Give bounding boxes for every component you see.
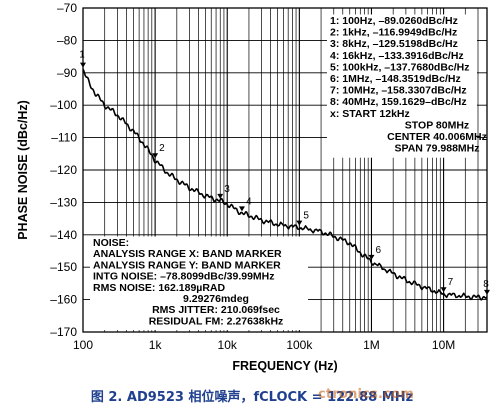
noise-layer-line: RESIDUAL FM: 2.27638kHz <box>149 315 284 327</box>
legend-layer-line: 5: 100kHz, –137.7680dBc/Hz <box>330 61 470 73</box>
y-tick-label: –160 <box>50 293 77 307</box>
x-axis-label: FREQUENCY (Hz) <box>232 359 337 373</box>
noise-layer-line: INTG NOISE: –78.8099dBc/39.99MHz <box>93 271 275 283</box>
marker-label-8: 8 <box>483 279 489 290</box>
y-tick-label: –70 <box>57 1 77 15</box>
marker-label-2: 2 <box>159 143 165 154</box>
noise-layer-line: ANALYSIS RANGE Y: BAND MARKER <box>93 259 281 271</box>
y-tick-label: –100 <box>50 98 77 112</box>
watermark: ctronics.com <box>318 387 414 402</box>
marker-label-7: 7 <box>448 277 454 288</box>
curve-layer <box>82 68 488 301</box>
y-tick-label: –130 <box>50 195 77 209</box>
tick-labels: 100 1k 10k 100k 1M 10M –70 –80 –90 –100 –110 –120 –1… <box>50 1 455 352</box>
x-tick-label: 100k <box>286 338 313 352</box>
x-tick-label: 10k <box>218 338 238 352</box>
marker-label-1: 1 <box>79 50 85 61</box>
x-tick-label: 1k <box>149 338 163 352</box>
x-tick-label: 1M <box>363 338 380 352</box>
marker-label-5: 5 <box>303 211 309 222</box>
noise-layer-line: RMS JITTER: 210.069fsec <box>152 304 280 316</box>
y-tick-label: –150 <box>50 260 77 274</box>
x-tick-label: 100 <box>73 338 93 352</box>
marker-legend: 1: 100Hz, –89.0260dBc/Hz2: 1kHz, –116.99… <box>327 14 487 158</box>
marker-2 <box>152 153 159 159</box>
legend-layer-line: 7: 10MHz, –158.3307dBc/Hz <box>330 85 467 97</box>
noise-layer-line: NOISE: <box>93 237 129 249</box>
marker-label-4: 4 <box>246 196 252 207</box>
marker-label-3: 3 <box>224 184 230 195</box>
legend-layer-line: 6: 1MHz, –148.3519dBc/Hz <box>330 73 461 85</box>
marker-6 <box>368 254 375 260</box>
marker-7 <box>440 287 447 293</box>
x-tick-label: 10M <box>432 338 455 352</box>
legend-layer-line: 3: 8kHz, –129.5198dBc/Hz <box>330 38 458 50</box>
legend-layer-line: 1: 100Hz, –89.0260dBc/Hz <box>330 15 458 27</box>
marker-layer: 1 2 3 4 5 6 7 8 <box>79 50 490 295</box>
figure-caption: 图 2. AD9523 相位噪声，fCLOCK = 122.88 MHz <box>90 390 414 405</box>
legend-layer-line: x: START 12kHz <box>330 108 410 120</box>
y-tick-label: –120 <box>50 163 77 177</box>
marker-4 <box>238 206 245 212</box>
y-tick-label: –90 <box>57 66 77 80</box>
phase-noise-curve <box>82 68 488 301</box>
legend-layer-line: 8: 40MHz, 159.1629–dBc/Hz <box>330 96 467 108</box>
legend-layer-line: SPAN 79.988MHz <box>394 143 479 155</box>
y-tick-label: –110 <box>51 131 77 145</box>
noise-summary: NOISE:ANALYSIS RANGE X: BAND MARKERANALY… <box>90 236 308 331</box>
legend-layer-bg <box>327 14 477 158</box>
plot-frame <box>82 7 488 333</box>
legend-layer-line: STOP 80MHz <box>405 119 469 131</box>
marker-label-6: 6 <box>375 245 381 256</box>
legend-layer-line: 4: 16kHz, –133.3916dBc/Hz <box>330 50 464 62</box>
y-tick-label: –140 <box>50 228 77 242</box>
marker-5 <box>296 220 303 226</box>
legend-layer-line: 2: 1kHz, –116.9949dBc/Hz <box>330 27 457 39</box>
marker-3 <box>217 193 224 199</box>
noise-layer-line: ANALYSIS RANGE X: BAND MARKER <box>93 248 282 260</box>
y-tick-label: –80 <box>57 33 77 47</box>
noise-layer-bg <box>90 236 308 331</box>
noise-layer-line: RMS NOISE: 162.189µRAD <box>93 282 226 294</box>
noise-layer-line: 9.29276mdeg <box>183 293 249 305</box>
phase-noise-chart: 1 2 3 4 5 6 7 8 100 1k 10k 100k 1M 10M –70 –80 –90 –100 –… <box>16 1 490 373</box>
legend-layer-line: CENTER 40.006MHz <box>387 131 487 143</box>
y-axis-label: PHASE NOISE (dBc/Hz) <box>16 100 30 240</box>
y-tick-label: –170 <box>50 325 77 339</box>
